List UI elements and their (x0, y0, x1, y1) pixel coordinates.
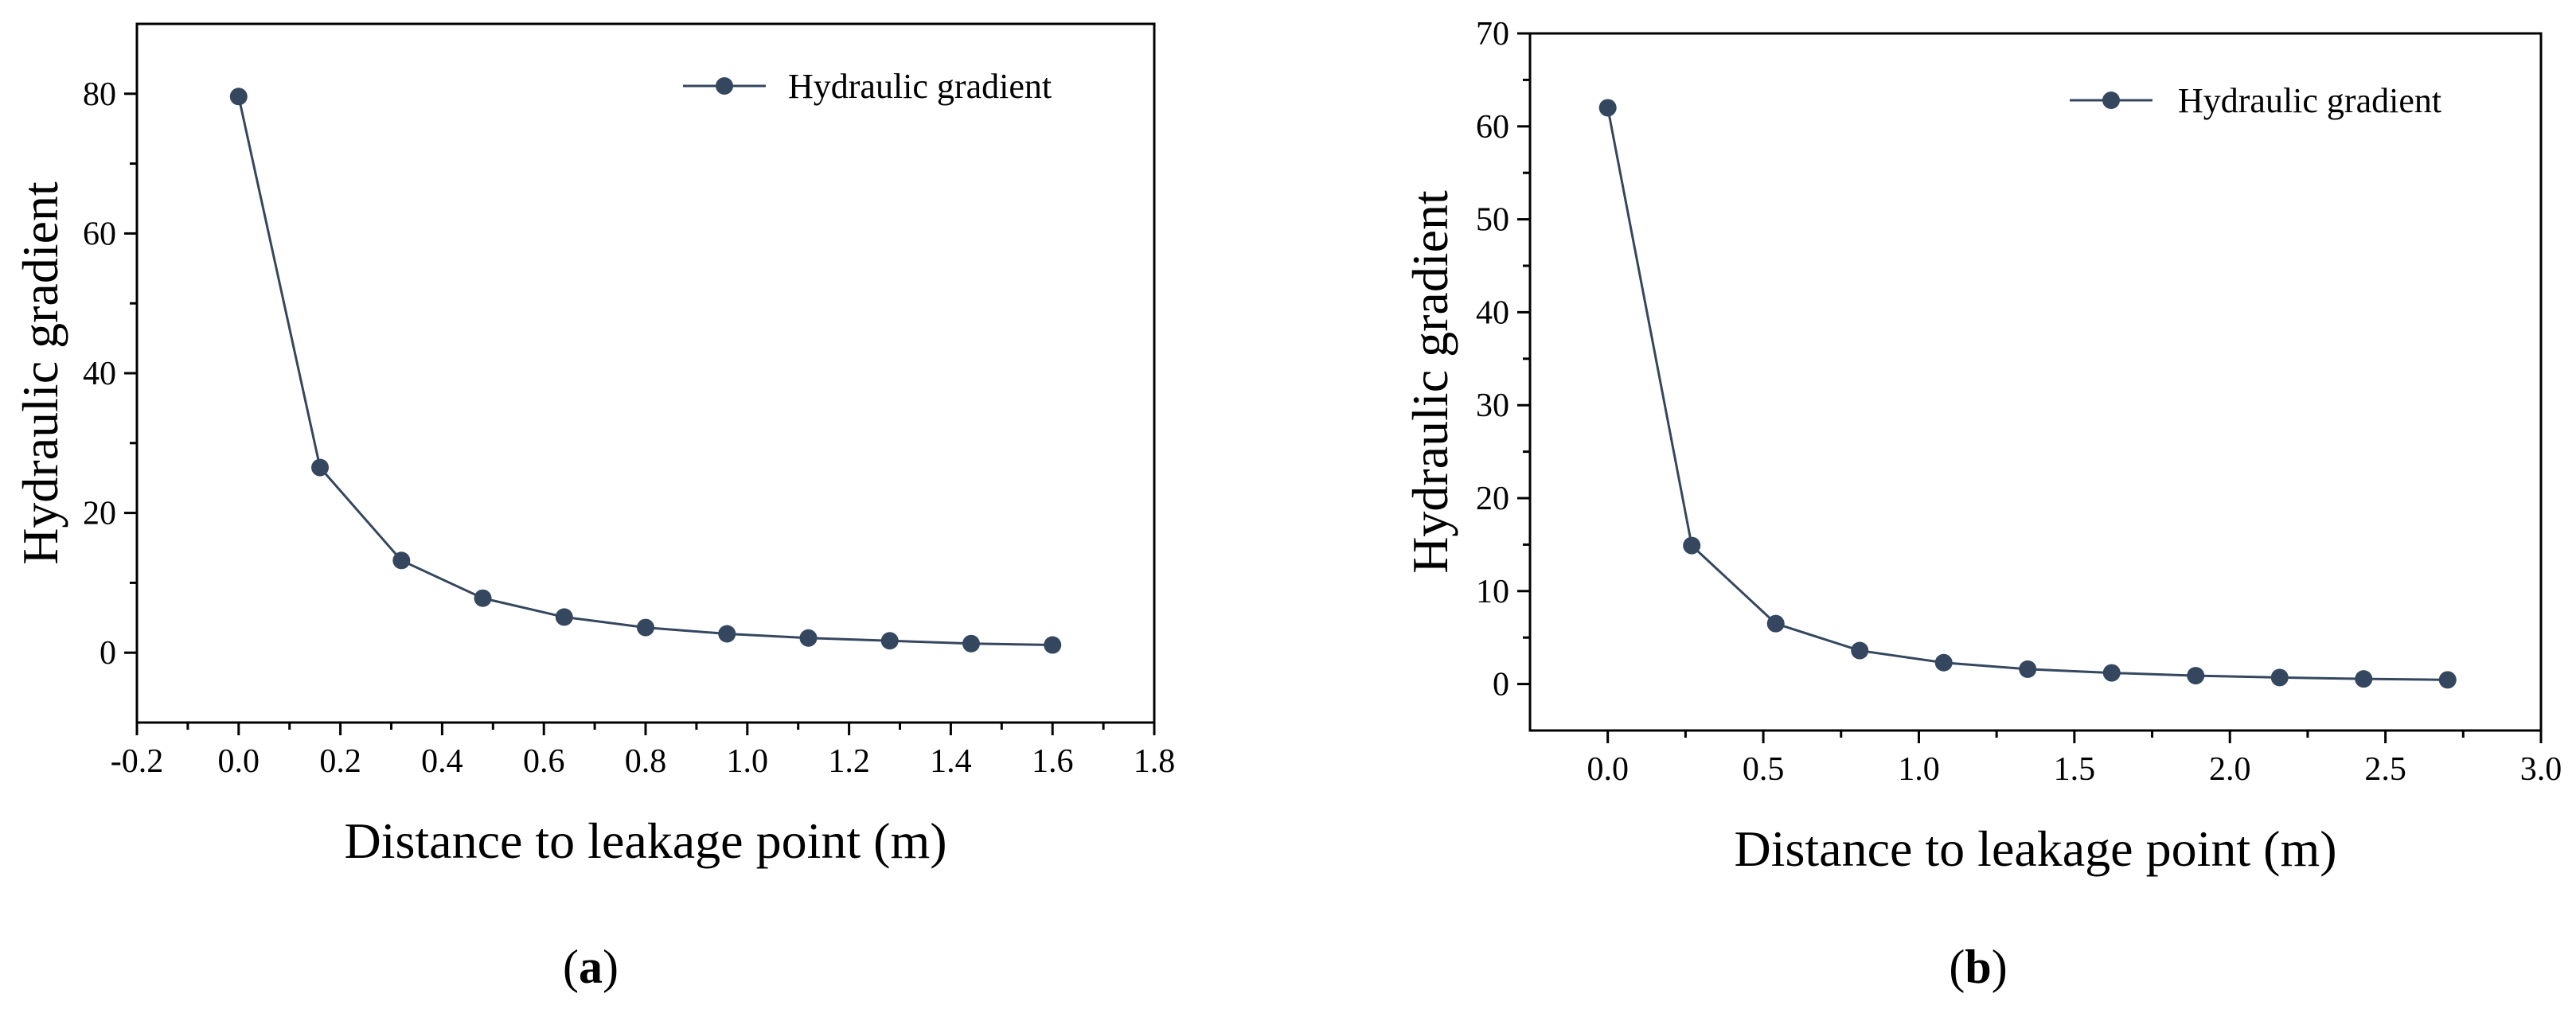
x-tick-label-a: 0.2 (319, 743, 361, 780)
y-tick-label-b: 70 (1476, 16, 1509, 53)
y-tick-label-b: 30 (1476, 388, 1509, 424)
data-point-b (1598, 99, 1617, 117)
panel-letter-a: a (579, 941, 603, 993)
data-point-b (2187, 667, 2205, 685)
data-point-b (2019, 660, 2037, 678)
series-line-b (1598, 99, 2457, 689)
data-point-a (474, 589, 492, 607)
panel-label-a: (a) (563, 941, 619, 993)
y-tick-label-b: 0 (1493, 667, 1509, 703)
x-tick-label-b: 0.5 (1743, 751, 1785, 788)
x-tick-label-a: 0.4 (421, 743, 463, 780)
y-tick-label-a: 80 (83, 76, 116, 113)
legend-a: Hydraulic gradient (683, 67, 1052, 106)
legend-marker-a (716, 77, 733, 95)
x-tick-label-a: 0.6 (523, 743, 565, 780)
x-tick-label-a: 0.0 (218, 743, 260, 780)
legend-label-a: Hydraulic gradient (788, 67, 1052, 106)
data-point-b (1851, 641, 1869, 660)
data-point-b (2438, 671, 2457, 689)
series-line-a (229, 88, 1062, 654)
x-ticks-b: 0.0 0.5 1.0 1.5 2.0 2.5 3.0 (1587, 731, 2562, 788)
data-point-b (2102, 664, 2121, 682)
x-ticks-a: -0.2 0.0 0.2 0.4 0.6 0.8 1.0 1.2 1.4 1.6 1.8 (111, 723, 1176, 780)
x-tick-label-b: 0.0 (1587, 751, 1629, 788)
data-point-a (555, 608, 573, 626)
y-tick-label-b: 60 (1476, 109, 1509, 146)
series-path-b (1606, 107, 2448, 681)
y-axis-title-a: Hydraulic gradient (12, 181, 68, 565)
chart-panel-a: -0.2 0.0 0.2 0.4 0.6 0.8 1.0 1.2 1.4 1.6 1.8 0 20 40… (12, 22, 1176, 993)
data-point-a (880, 632, 899, 650)
y-ticks-b: 0 10 20 30 40 50 60 70 (1476, 16, 1530, 703)
data-point-b (2355, 670, 2373, 688)
data-point-a (392, 551, 411, 570)
data-point-a (718, 625, 736, 643)
legend-b: Hydraulic gradient (2070, 81, 2441, 120)
x-tick-label-a: 0.8 (625, 743, 667, 780)
chart-panel-b: 0.0 0.5 1.0 1.5 2.0 2.5 3.0 0 10 20 30 40 50 60 70 Hy… (1402, 16, 2562, 993)
x-tick-label-b: 2.0 (2209, 751, 2251, 788)
data-point-a (229, 88, 248, 106)
y-tick-label-b: 10 (1476, 574, 1509, 610)
y-tick-label-a: 20 (83, 496, 116, 532)
data-point-b (1683, 536, 1701, 555)
panel-letter-b: b (1965, 941, 1991, 993)
data-point-b (2270, 668, 2289, 687)
panel-label-b: (b) (1949, 941, 2007, 993)
y-axis-title-b: Hydraulic gradient (1402, 190, 1458, 574)
y-tick-label-a: 40 (83, 356, 116, 392)
y-tick-label-b: 50 (1476, 202, 1509, 239)
data-point-a (1044, 636, 1062, 654)
plot-frame-a (135, 22, 1156, 724)
data-point-a (637, 618, 654, 637)
legend-marker-b (2102, 92, 2120, 109)
x-tick-label-a: 1.8 (1134, 743, 1176, 780)
data-point-b (1934, 653, 1953, 672)
legend-label-b: Hydraulic gradient (2178, 81, 2441, 120)
x-tick-label-a: 1.0 (727, 743, 769, 780)
plot-frame-b (1528, 32, 2543, 732)
x-tick-label-b: 2.5 (2364, 751, 2406, 788)
x-axis-title-b: Distance to leakage point (m) (1734, 820, 2336, 877)
data-point-a (799, 629, 818, 647)
data-point-b (1766, 614, 1785, 633)
x-tick-label-b: 1.0 (1898, 751, 1940, 788)
x-tick-label-a: 1.2 (828, 743, 870, 780)
x-tick-label-a: 1.6 (1032, 743, 1074, 780)
x-tick-label-b: 1.5 (2054, 751, 2096, 788)
data-point-a (962, 634, 980, 653)
y-tick-label-a: 0 (100, 635, 116, 672)
y-tick-label-a: 60 (83, 216, 116, 252)
x-axis-title-a: Distance to leakage point (m) (344, 812, 946, 869)
x-tick-label-a: -0.2 (111, 743, 164, 780)
x-tick-label-a: 1.4 (930, 743, 972, 780)
data-point-a (311, 458, 330, 477)
y-ticks-a: 0 20 40 60 80 (83, 76, 137, 672)
series-path-a (237, 95, 1053, 647)
y-tick-label-b: 20 (1476, 481, 1509, 517)
y-tick-label-b: 40 (1476, 294, 1509, 331)
x-tick-label-b: 3.0 (2520, 751, 2562, 788)
